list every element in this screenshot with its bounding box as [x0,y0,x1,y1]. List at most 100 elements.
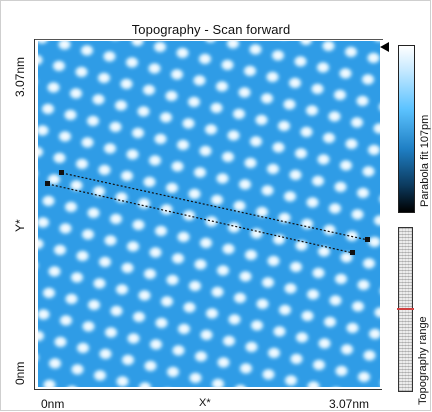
atom [143,360,158,373]
atom [367,328,380,341]
atom [282,98,297,112]
atom [272,325,287,339]
topography-image[interactable] [38,41,380,387]
atom [237,86,252,100]
atom [86,299,102,312]
atom [316,153,331,167]
atom [210,286,225,299]
atom [188,372,203,385]
atom [345,322,360,335]
atom [289,353,304,366]
atom [153,225,169,238]
atom [119,78,134,91]
atom [165,366,181,379]
atom [92,369,108,383]
atom [102,50,117,64]
topography-range-slider[interactable] [397,227,414,392]
measure-handle-2a[interactable] [45,181,50,186]
atom [355,95,370,108]
atom [131,219,146,232]
atom [242,65,258,78]
atom [237,178,253,192]
measure-line-1[interactable] [61,172,369,241]
atom [53,336,68,349]
atom [288,261,304,274]
atom [350,300,366,314]
atom [68,87,84,101]
atom [317,337,332,351]
atom [136,197,152,211]
atom [170,252,186,266]
atom [109,305,124,318]
atom [46,173,62,187]
measure-handle-1b[interactable] [365,237,370,242]
atom [47,265,62,279]
atom [234,384,247,387]
atom [379,380,380,387]
measure-handle-2b[interactable] [350,250,355,255]
atom [198,237,214,250]
atom [232,200,247,213]
atom [277,212,292,225]
atom [215,264,231,278]
atom [293,55,308,69]
colorbar-pointer-icon[interactable] [380,42,389,52]
atom [361,165,376,179]
atom [176,323,192,336]
atom [248,43,263,57]
atom [373,41,380,44]
atom [226,129,241,143]
atom [193,258,208,272]
x-axis-name: X* [199,397,211,409]
atom [343,46,359,59]
measure-handle-1a[interactable] [59,170,64,175]
atom [57,130,73,144]
atom [98,348,113,361]
atom [362,349,377,363]
atom [103,234,118,248]
atom [203,41,218,45]
atom [266,255,281,268]
atom [225,41,241,51]
atom [154,317,169,330]
atom [244,341,259,354]
atom [75,250,90,263]
atom [80,136,95,150]
atom [38,54,44,67]
atom [38,41,50,46]
atom [294,239,309,253]
colorbar [398,45,415,213]
atom [300,310,315,323]
atom [339,343,355,357]
atom [220,59,235,72]
atom [288,169,303,182]
atom [46,81,61,95]
atom [334,365,349,378]
atom [113,99,129,113]
atom [283,282,298,296]
x-axis-line [34,389,382,390]
atom [103,326,119,340]
atom [97,256,113,269]
atom [169,68,185,82]
atom [260,276,276,290]
atom [69,271,85,285]
atom [321,41,336,53]
atom [311,359,327,372]
atom [102,142,118,156]
range-marker[interactable] [397,308,414,310]
topography-canvas[interactable] [38,41,380,387]
atom [79,44,95,58]
atom [108,121,123,134]
measure-line-2[interactable] [47,183,354,254]
atom [361,257,377,271]
atom [270,49,286,63]
atom [333,273,349,286]
atom [271,233,287,247]
atom [238,270,253,284]
atom [153,133,168,146]
atom [248,135,264,149]
colorbar-label: Parabola fit 107pm [419,114,431,207]
plot-title: Topography - Scan forward [131,22,291,37]
atom [58,314,74,328]
